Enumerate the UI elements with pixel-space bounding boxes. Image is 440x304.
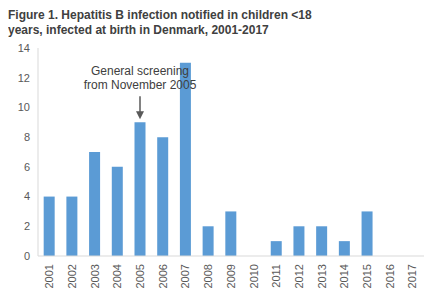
svg-text:2015: 2015 (361, 264, 373, 288)
svg-text:2012: 2012 (293, 264, 305, 288)
svg-text:2009: 2009 (225, 264, 237, 288)
svg-text:8: 8 (24, 131, 30, 143)
svg-text:2: 2 (24, 220, 30, 232)
svg-text:2013: 2013 (316, 264, 328, 288)
svg-text:2003: 2003 (89, 264, 101, 288)
svg-text:2016: 2016 (384, 264, 396, 288)
svg-text:12: 12 (18, 72, 30, 84)
svg-text:4: 4 (24, 190, 30, 202)
svg-text:2002: 2002 (66, 264, 78, 288)
svg-text:2008: 2008 (202, 264, 214, 288)
html-text:General screening from Novembe: General screening from November 2005 (83, 64, 197, 93)
svg-text:2006: 2006 (157, 264, 169, 288)
svg-text:2005: 2005 (134, 264, 146, 288)
html-text:Figure 1. Hepatitis B infectio: Figure 1. Hepatitis B infection notified… (8, 8, 312, 37)
svg-text:6: 6 (24, 161, 30, 173)
svg-text:10: 10 (18, 101, 30, 113)
svg-text:2007: 2007 (179, 264, 191, 288)
svg-text:2004: 2004 (111, 264, 123, 288)
svg-text:2010: 2010 (248, 264, 260, 288)
svg-text:2017: 2017 (406, 264, 418, 288)
svg-text:2014: 2014 (338, 264, 350, 288)
svg-text:0: 0 (24, 250, 30, 262)
svg-text:2011: 2011 (270, 264, 282, 288)
svg-text:2001: 2001 (43, 264, 55, 288)
svg-text:14: 14 (18, 42, 30, 54)
